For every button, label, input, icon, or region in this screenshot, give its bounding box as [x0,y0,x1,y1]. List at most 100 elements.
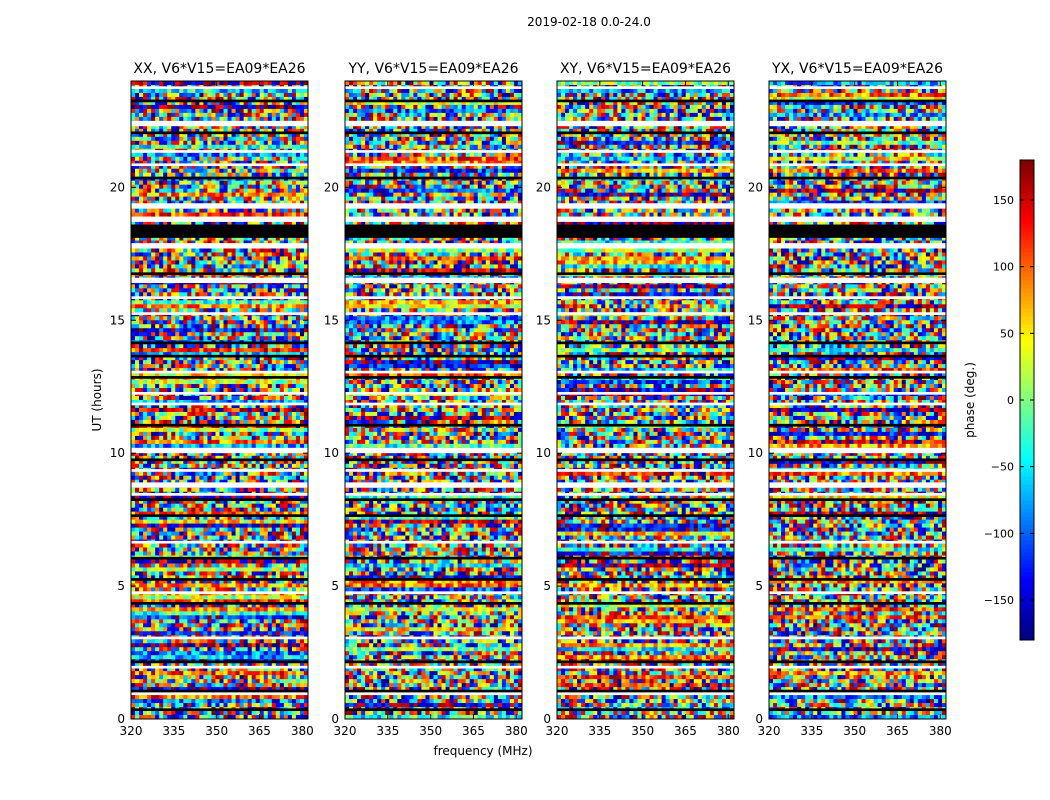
heatmap-cell [211,81,215,85]
heatmap-cell [244,380,248,384]
heatmap-cell [143,472,147,476]
heatmap-cell [284,440,288,444]
heatmap-cell [240,89,244,93]
heatmap-cell [175,476,179,480]
heatmap-cell [203,344,207,348]
heatmap-cell [284,416,288,420]
heatmap-cell [191,320,195,324]
heatmap-cell [179,520,183,524]
heatmap-cell [248,428,252,432]
heatmap-cell [272,173,276,177]
heatmap-cell [256,444,260,448]
heatmap-cell [224,213,228,217]
heatmap-cell [179,428,183,432]
heatmap-cell [143,408,147,412]
heatmap-cell [179,444,183,448]
heatmap-cell [151,416,155,420]
heatmap-cell [224,185,228,189]
heatmap-cell [179,464,183,468]
heatmap-cell [244,93,248,97]
heatmap-cell [280,89,284,93]
heatmap-cell [244,348,248,352]
heatmap-cell [272,260,276,264]
heatmap-cell [207,524,211,528]
heatmap-cell [284,336,288,340]
heatmap-cell [147,197,151,201]
heatmap-cell [211,260,215,264]
heatmap-cell [284,436,288,440]
heatmap-cell [131,412,135,416]
heatmap-cell [220,348,224,352]
heatmap-cell [276,520,280,524]
heatmap-cell [143,420,147,424]
heatmap-cell [159,408,163,412]
heatmap-cell [175,440,179,444]
heatmap-cell [207,436,211,440]
heatmap-cell [195,428,199,432]
heatmap-cell [264,157,268,161]
heatmap-cell [248,105,252,109]
heatmap-cell [211,444,215,448]
heatmap-cell [147,444,151,448]
heatmap-cell [151,197,155,201]
heatmap-cell [179,316,183,320]
heatmap-cell [248,173,252,177]
heatmap-cell [167,105,171,109]
heatmap-cell [191,304,195,308]
heatmap-cell [155,504,159,508]
heatmap-cell [256,169,260,173]
heatmap-cell [191,284,195,288]
heatmap-cell [171,209,175,213]
heatmap-cell [143,320,147,324]
heatmap-cell [147,364,151,368]
heatmap-cell [199,508,203,512]
heatmap-cell [151,137,155,141]
heatmap-cell [228,81,232,85]
heatmap-cell [244,213,248,217]
heatmap-cell [199,532,203,536]
heatmap-cell [211,360,215,364]
heatmap-cell [151,169,155,173]
heatmap-cell [199,444,203,448]
heatmap-cell [232,268,236,272]
heatmap-cell [199,252,203,256]
heatmap-cell [159,260,163,264]
heatmap-cell [272,308,276,312]
heatmap-cell [171,472,175,476]
heatmap-cell [211,532,215,536]
heatmap-cell [264,380,268,384]
heatmap-cell [183,464,187,468]
heatmap-cell [199,193,203,197]
heatmap-cell [220,137,224,141]
heatmap-cell [207,256,211,260]
heatmap-cell [292,292,296,296]
heatmap-cell [143,520,147,524]
heatmap-cell [236,524,240,528]
heatmap-cell [280,193,284,197]
heatmap-cell [276,185,280,189]
heatmap-cell [155,332,159,336]
heatmap-cell [195,117,199,121]
heatmap-cell [264,256,268,260]
heatmap-cell [296,189,300,193]
heatmap-cell [248,304,252,308]
heatmap-cell [244,472,248,476]
heatmap-cell [191,117,195,121]
heatmap-cell [183,153,187,157]
heatmap-cell [252,380,256,384]
heatmap-cell [264,388,268,392]
heatmap-cell [163,300,167,304]
heatmap-cell [284,117,288,121]
heatmap-cell [187,520,191,524]
heatmap-cell [187,93,191,97]
heatmap-cell [292,256,296,260]
heatmap-cell [236,213,240,217]
heatmap-cell [232,436,236,440]
heatmap-cell [236,316,240,320]
heatmap-cell [215,364,219,368]
heatmap-cell [268,292,272,296]
heatmap-cell [203,520,207,524]
heatmap-cell [292,288,296,292]
heatmap-cell [151,332,155,336]
heatmap-cell [272,189,276,193]
